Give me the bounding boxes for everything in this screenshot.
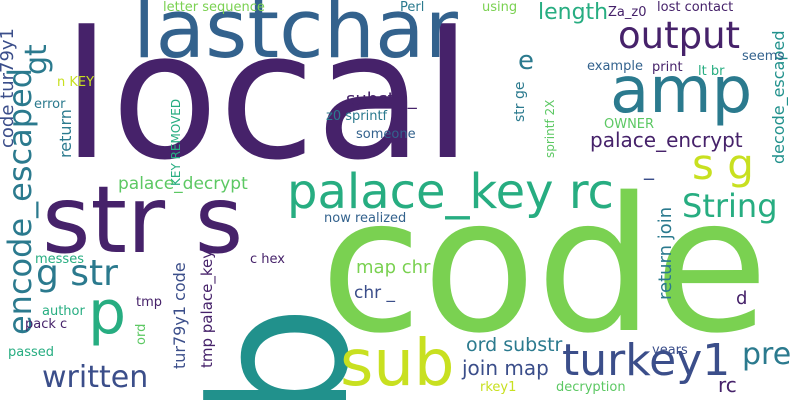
word-decryption: decryption	[556, 380, 626, 395]
word-tur79y1-code: tur79y1 code	[170, 262, 189, 369]
word-written: written	[42, 360, 149, 395]
word-rc: rc	[718, 373, 737, 397]
word-code: code	[320, 157, 769, 374]
word-p: p	[88, 278, 127, 348]
word-turkey1: turkey1	[562, 335, 731, 386]
word-messes: messes	[35, 252, 84, 267]
word-g-str: g str	[36, 253, 118, 294]
word-c-hex: c hex	[250, 252, 285, 267]
word-rkey1: rkey1	[480, 380, 517, 395]
word-using: using	[482, 0, 518, 15]
word-ord: ord	[134, 323, 149, 345]
word-years: years	[652, 343, 688, 358]
word-tmp: tmp	[136, 295, 163, 310]
word-n-key: n KEY	[57, 75, 95, 90]
word-now-realized: now realized	[324, 211, 407, 226]
word-underscore: _	[644, 156, 654, 180]
word-substr: substr _	[346, 89, 417, 110]
word-za-z0: Za_z0	[608, 5, 647, 20]
word-lost-contact: lost contact	[657, 0, 734, 15]
word-passed: passed	[8, 345, 55, 360]
word-tmp-palace-key: tmp palace_key	[198, 249, 216, 368]
word-chr: chr _	[354, 283, 396, 303]
word-seems: seems	[742, 49, 785, 64]
word-sub: sub	[340, 327, 455, 400]
word-map-chr: map chr	[356, 257, 431, 278]
word-amp: amp	[610, 54, 753, 128]
word-example: example	[587, 59, 643, 74]
word-letter-sequence: letter sequence	[163, 0, 265, 15]
word-str-s: str s	[42, 166, 244, 274]
word-error: error	[34, 97, 66, 112]
word-pre: pre	[742, 337, 792, 372]
word-perl: Perl	[400, 0, 425, 15]
word-local: local	[62, 0, 473, 199]
word-print: print	[652, 60, 683, 75]
word-author: author	[42, 304, 85, 319]
word-z0-sprintf: z0 sprintf	[326, 109, 388, 124]
word-length: length	[538, 0, 609, 25]
word-code-tur79y1: code tur79y1	[0, 27, 18, 148]
word-str-ge: str ge	[512, 81, 528, 123]
word-s-g: s g	[692, 140, 754, 189]
word-String: String	[682, 187, 778, 225]
word-pack-c: pack c	[25, 317, 68, 332]
word-return-join: return join	[655, 206, 676, 300]
word-e: e	[518, 46, 534, 76]
word-ord-substr: ord substr	[466, 334, 563, 356]
word-palace-decrypt: palace_decrypt	[118, 174, 248, 194]
word-lt-br: lt br	[698, 64, 725, 79]
word-gt: gt	[19, 44, 54, 75]
word-return: return	[56, 109, 75, 158]
word-sprintf-2x: sprintf 2X	[543, 99, 557, 158]
word-join-map: join map	[462, 356, 549, 380]
word-output: output	[618, 14, 741, 57]
word-palace-key-rc: palace_key rc	[287, 164, 614, 220]
word-someone: someone	[356, 127, 416, 142]
word-d: d	[736, 288, 748, 309]
word-lastchar: lastchar	[133, 0, 458, 77]
word-owner: OWNER	[604, 117, 655, 132]
word-key-removed: KEY REMOVED	[169, 98, 183, 186]
word-palace-encrypt: palace_encrypt	[590, 128, 743, 152]
